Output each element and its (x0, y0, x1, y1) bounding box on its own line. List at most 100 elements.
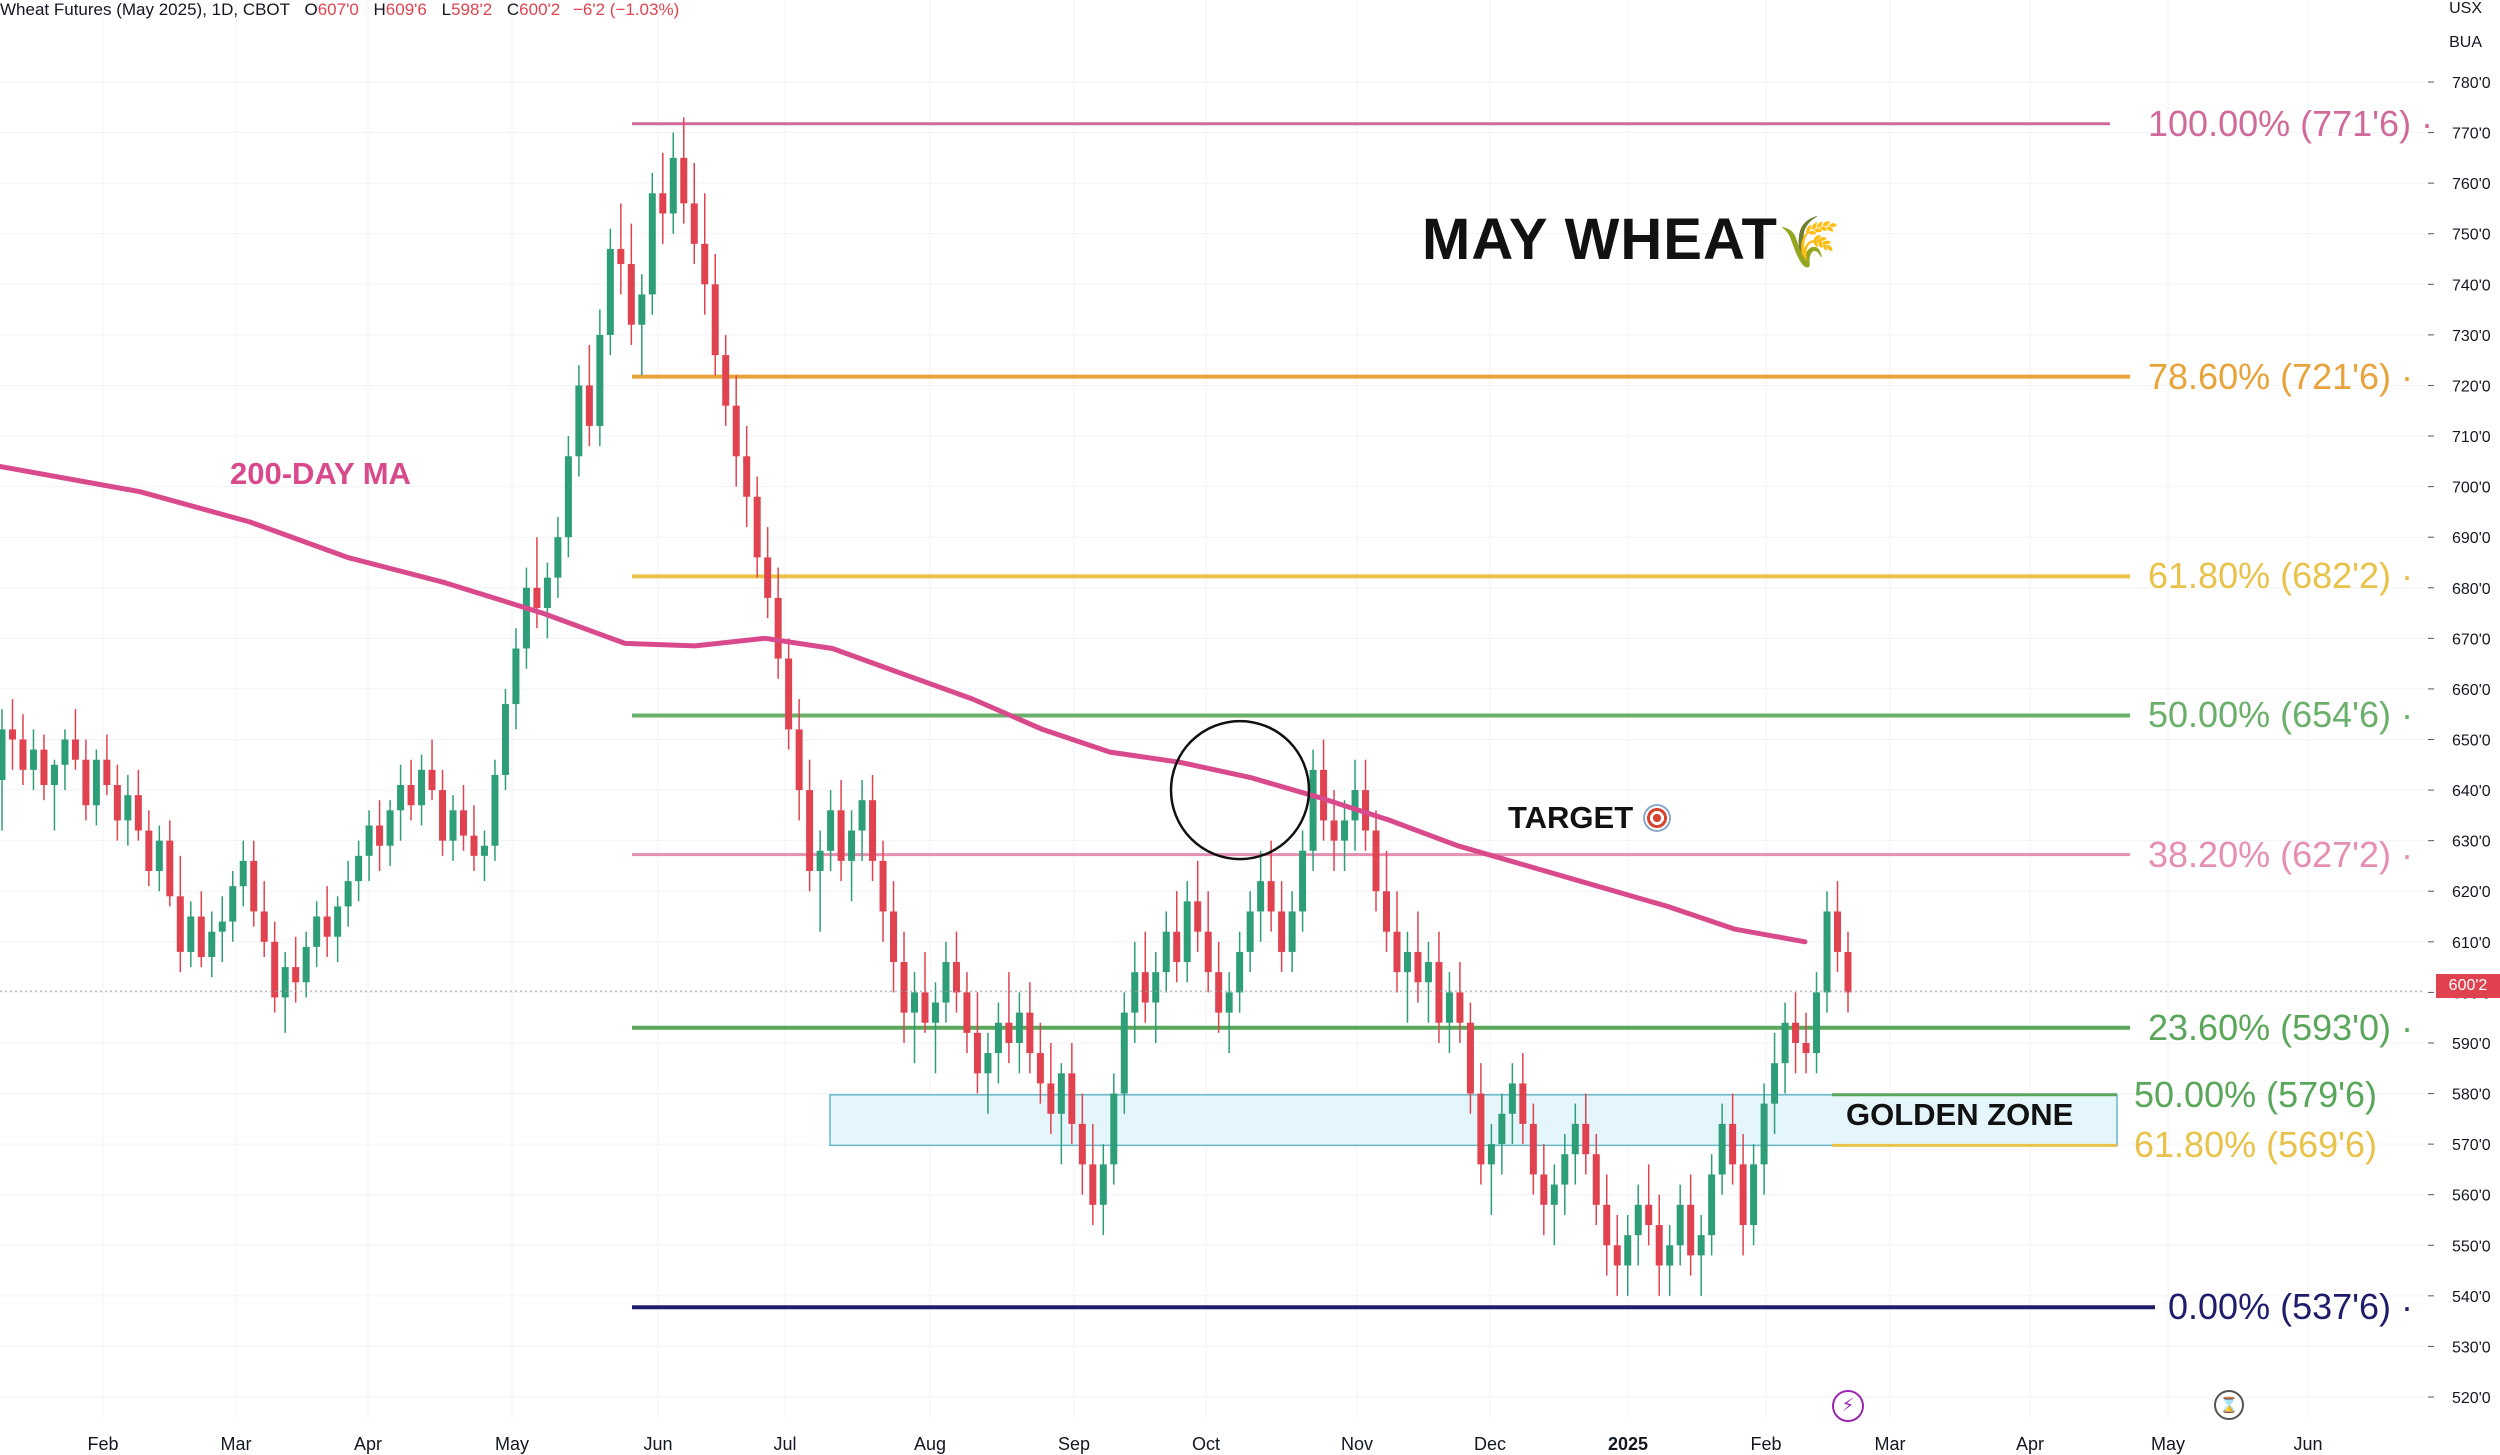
candle (1676, 1184, 1684, 1266)
candle (722, 334, 730, 426)
candle (176, 855, 184, 973)
candle (1110, 1073, 1118, 1185)
y-tick-label: 660'0 (2452, 682, 2491, 699)
target-annotation: TARGET (1508, 800, 1672, 836)
x-tick-label: Mar (1875, 1434, 1906, 1454)
candle (816, 830, 824, 932)
candle (1120, 992, 1128, 1114)
timer-icon[interactable]: ⌛ (2214, 1390, 2244, 1420)
candle (1466, 1002, 1474, 1114)
candle (858, 779, 866, 861)
candle (921, 951, 929, 1033)
candle (984, 1032, 992, 1114)
candle (40, 734, 48, 801)
y-tick-label: 650'0 (2452, 733, 2491, 750)
y-tick-label: 730'0 (2452, 328, 2491, 345)
candle (1435, 931, 1443, 1043)
candle (491, 759, 499, 861)
golden-zone-level-label: 50.00% (579'6) (2134, 1073, 2378, 1115)
candle (1162, 911, 1170, 993)
candle (1183, 881, 1191, 983)
candle (155, 825, 163, 892)
candle (585, 345, 593, 447)
candle (1655, 1194, 1663, 1296)
candle (994, 1002, 1002, 1084)
x-tick-label: Dec (1474, 1434, 1506, 1454)
candle (480, 830, 488, 882)
candle (1508, 1063, 1516, 1145)
candle (501, 688, 509, 791)
fib-level-label: 0.00% (537'6) · (2168, 1286, 2414, 1328)
last-price-tag[interactable]: 600'2 (2436, 974, 2500, 998)
high-value: 609'6 (385, 0, 427, 19)
candle (61, 729, 69, 791)
y-tick-label: 780'0 (2452, 75, 2491, 92)
candle (187, 901, 195, 968)
fib-level-label: 38.20% (627'2) · (2148, 833, 2414, 875)
candle (1362, 759, 1370, 851)
y-tick-label: 550'0 (2452, 1238, 2491, 1255)
y-tick-label: 670'0 (2452, 631, 2491, 648)
chart-title: MAY WHEAT🌾 (1422, 206, 1841, 273)
lightning-icon[interactable]: ⚡ (1832, 1390, 1864, 1422)
candle (711, 253, 719, 376)
candle (1099, 1144, 1107, 1236)
candle (1005, 972, 1013, 1064)
candle (1215, 941, 1223, 1033)
y-tick-label: 740'0 (2452, 277, 2491, 294)
candle (1309, 749, 1317, 872)
candle (1089, 1123, 1097, 1226)
candle (900, 931, 908, 1043)
x-tick-label: Sep (1058, 1434, 1090, 1454)
currency-unit: USX (2449, 0, 2482, 17)
candle (1666, 1225, 1674, 1296)
candle (281, 951, 289, 1033)
candle (973, 992, 981, 1094)
candle (1519, 1053, 1527, 1145)
quantity-unit: BUA (2449, 34, 2482, 51)
x-tick-label: 2025 (1608, 1434, 1648, 1454)
target-label: TARGET (1508, 800, 1634, 835)
candle (1057, 1063, 1065, 1165)
x-tick-label: Apr (2016, 1434, 2044, 1454)
candle (1634, 1184, 1642, 1266)
candle (1834, 881, 1842, 973)
high-label: H (373, 0, 386, 19)
y-tick-label: 630'0 (2452, 834, 2491, 851)
candle (355, 840, 363, 902)
candle (1739, 1134, 1747, 1256)
candle (418, 754, 426, 826)
x-tick-label: Apr (354, 1434, 382, 1454)
candle (1078, 1093, 1086, 1195)
y-tick-label: 640'0 (2452, 783, 2491, 800)
candle (103, 734, 111, 796)
candle (659, 152, 667, 244)
candle (1456, 962, 1464, 1043)
candle (1257, 850, 1265, 942)
candle (617, 203, 625, 295)
candle (1582, 1093, 1590, 1175)
candle (1844, 931, 1852, 1013)
candle (1645, 1164, 1653, 1246)
candle (806, 759, 814, 892)
x-tick-label: Jul (773, 1434, 796, 1454)
y-tick-label: 710'0 (2452, 429, 2491, 446)
candle (407, 759, 415, 821)
gridlines (0, 0, 2425, 1418)
x-tick-label: May (495, 1434, 529, 1454)
axes: 780'0 770'0 760'0 750'0 740'0 730'0 720'0 710'0… (0, 75, 2491, 1454)
fib-level-label: 100.00% (771'6) · (2148, 102, 2434, 144)
golden-zone-rect (829, 1094, 2118, 1147)
x-tick-label: Aug (914, 1434, 946, 1454)
x-tick-label: May (2151, 1434, 2185, 1454)
candle (1424, 941, 1432, 1023)
candle (1015, 992, 1023, 1074)
candle (1750, 1144, 1758, 1246)
candle (92, 749, 100, 826)
fibonacci-levels (632, 122, 2155, 1310)
y-tick-label: 530'0 (2452, 1339, 2491, 1356)
candle (134, 769, 142, 841)
candle (1550, 1164, 1558, 1246)
candle (208, 911, 216, 978)
candle (113, 764, 121, 841)
